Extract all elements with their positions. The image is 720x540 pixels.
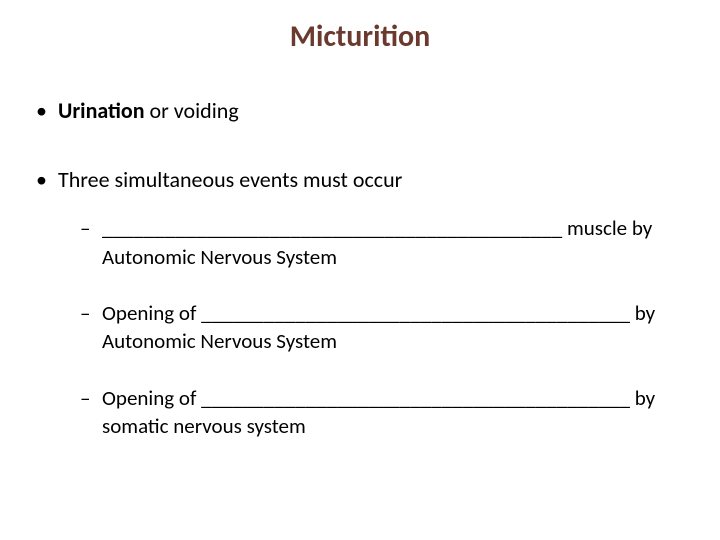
bold-text: Urination [58,97,145,124]
slide-container: Micturition Urination or voiding Three s… [0,0,720,540]
sub-bullet-3: Opening of _____________________________… [30,384,690,441]
sub-bullet-2: Opening of _____________________________… [30,299,690,356]
sub-bullet-1: ________________________________________… [30,214,690,271]
slide-title: Micturition [30,18,690,55]
plain-text: or voiding [145,97,239,124]
bullet-urination: Urination or voiding [30,97,690,126]
sub-bullets-container: ________________________________________… [30,214,690,440]
bullet-three-events: Three simultaneous events must occur [30,166,690,195]
